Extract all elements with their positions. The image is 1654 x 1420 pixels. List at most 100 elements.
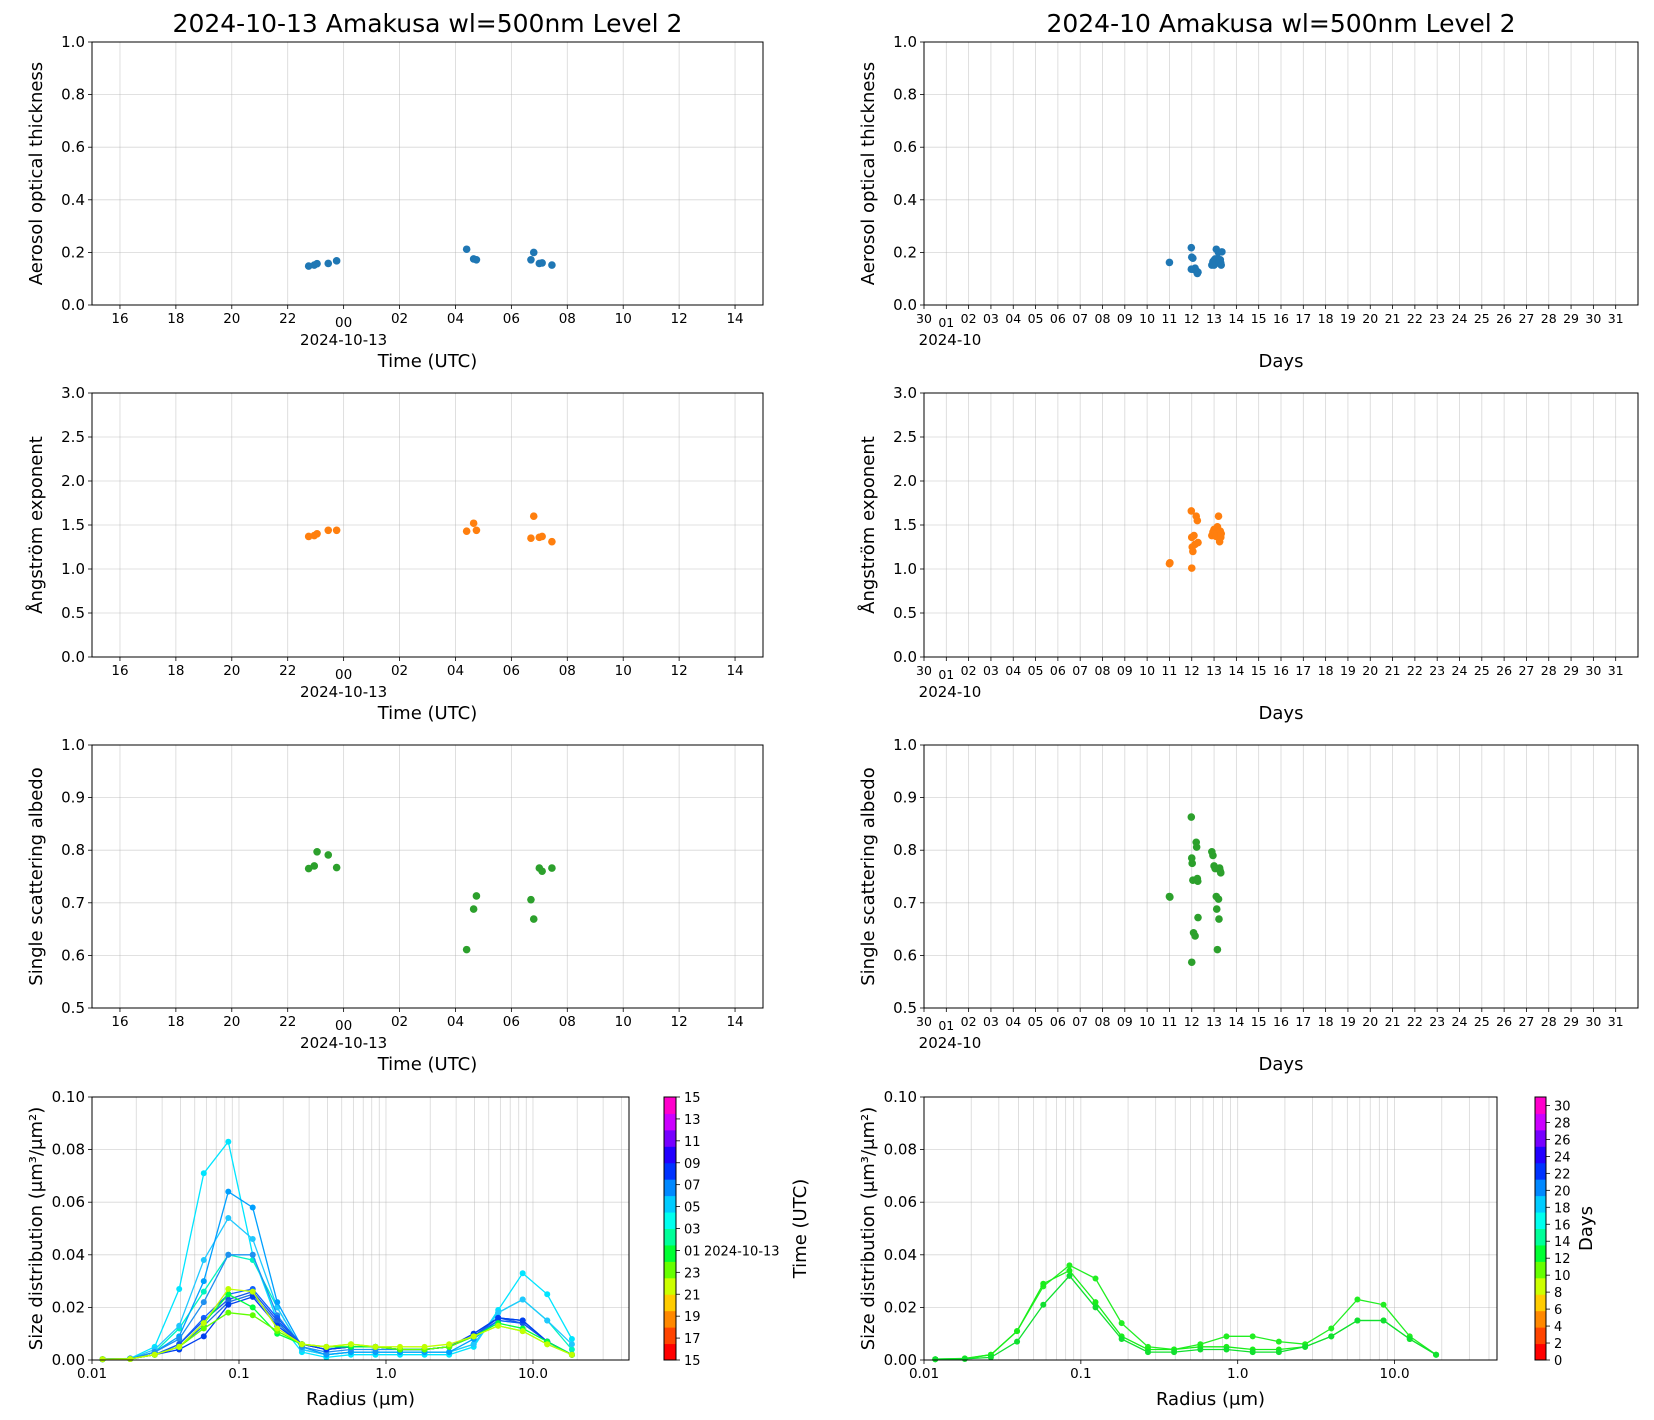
- x-tick-label: 04: [1005, 663, 1021, 678]
- y-tick-label: 0.4: [893, 191, 917, 209]
- series-point: [568, 1335, 575, 1342]
- x-tick-label: 11: [1161, 663, 1177, 678]
- data-point: [313, 259, 321, 268]
- x-tick-label: 10: [615, 663, 632, 679]
- data-point: [527, 895, 535, 904]
- axes-frame: [91, 1096, 630, 1361]
- colorbar-segment: [1535, 1277, 1546, 1295]
- x-tick-label: 01: [938, 1018, 954, 1033]
- colorbar-tick-label: 24: [1554, 1150, 1571, 1165]
- series-point: [519, 1270, 526, 1277]
- series-point: [1380, 1317, 1387, 1324]
- x-tick-label: 10: [615, 1014, 632, 1030]
- colorbar-label: Days: [1576, 1206, 1597, 1251]
- colorbar-segment: [664, 1212, 676, 1229]
- x-tick-label: 08: [559, 311, 576, 327]
- x-tick-label: 00: [335, 315, 352, 331]
- x-tick-label: 05: [1028, 663, 1044, 678]
- y-tick-label: 0.4: [61, 191, 85, 209]
- series-point: [961, 1355, 968, 1362]
- x-tick-label: 14: [726, 311, 743, 327]
- y-tick-label: 0.0: [61, 648, 85, 666]
- series-point: [568, 1346, 575, 1353]
- x-tick-label: 06: [1050, 663, 1066, 678]
- data-point: [1213, 945, 1222, 954]
- data-point: [1191, 932, 1199, 940]
- x-tick-label: 11: [1161, 1014, 1177, 1029]
- x-tick-label: 15: [1251, 311, 1267, 326]
- data-point: [529, 248, 538, 257]
- data-point: [469, 519, 478, 528]
- series-point: [1171, 1349, 1178, 1356]
- x-tick-label: 20: [1362, 1014, 1378, 1029]
- series-point: [200, 1257, 207, 1264]
- y-tick-label: 1.0: [61, 736, 85, 754]
- x-date-sublabel: 2024-10-13: [300, 683, 387, 701]
- y-axis-label: Single scattering albedo: [858, 767, 879, 985]
- y-tick-label: 0.8: [893, 86, 917, 104]
- colorbar-tick-label: 2: [1554, 1337, 1562, 1352]
- x-tick-label: 10.0: [518, 1366, 548, 1382]
- series-point: [225, 1285, 232, 1292]
- series-point: [397, 1343, 404, 1350]
- series-line: [102, 1216, 573, 1360]
- data-point: [529, 512, 538, 520]
- x-tick-label: 27: [1518, 1014, 1534, 1029]
- x-tick-label: 11: [1161, 311, 1177, 326]
- axes-frame: [923, 1096, 1498, 1361]
- colorbar-tick-label: 16: [1554, 1218, 1571, 1233]
- x-tick-label: 21: [1385, 1014, 1401, 1029]
- series-point: [495, 1309, 502, 1316]
- series-point: [249, 1251, 256, 1258]
- colorbar-tick-label: 03: [684, 1223, 701, 1238]
- series-point: [249, 1288, 256, 1295]
- x-tick-label: 22: [1407, 663, 1423, 678]
- x-axis-label: Days: [1259, 1054, 1304, 1075]
- y-tick-label: 1.5: [61, 516, 85, 534]
- y-tick-label: 0.6: [893, 138, 917, 156]
- x-axis-label: Radius (μm): [1156, 1389, 1265, 1410]
- x-tick-label: 17: [1295, 1014, 1311, 1029]
- data-point: [332, 257, 341, 265]
- y-tick-label: 0.6: [61, 138, 85, 156]
- x-tick-label: 23: [1429, 663, 1445, 678]
- series-point: [446, 1341, 453, 1348]
- x-tick-label: 30: [1585, 663, 1601, 678]
- data-point: [529, 915, 538, 923]
- data-point: [332, 526, 341, 535]
- colorbar-tick-label: 30: [1554, 1099, 1571, 1114]
- colorbar-tick-label: 17: [684, 1332, 701, 1347]
- data-point: [1217, 530, 1226, 538]
- data-point: [1192, 843, 1201, 851]
- series-point: [249, 1204, 256, 1211]
- y-axis-label: Ångström exponent: [25, 436, 47, 614]
- series-point: [225, 1138, 232, 1145]
- x-tick-label: 25: [1474, 1014, 1490, 1029]
- series-point: [1118, 1320, 1125, 1327]
- panel-daily_ssa: 16 18 20 22 00 02 04 06 08 10 12 14 0.5 0.6 0.7 0.8 0.9 1…: [26, 736, 764, 1075]
- data-point: [462, 245, 471, 254]
- y-tick-label: 1.0: [893, 736, 917, 754]
- x-tick-label: 02: [391, 311, 408, 327]
- data-point: [1188, 859, 1196, 868]
- x-tick-label: 20: [1362, 311, 1378, 326]
- series-line: [935, 1274, 1437, 1360]
- series-point: [519, 1328, 526, 1335]
- x-tick-label: 18: [167, 663, 184, 679]
- colorbar-segment: [664, 1162, 676, 1180]
- x-tick-label: 04: [447, 1014, 464, 1030]
- y-tick-label: 0.5: [893, 999, 917, 1017]
- x-tick-label: 14: [1228, 311, 1244, 326]
- series-point: [1354, 1296, 1361, 1303]
- x-tick-label: 04: [447, 663, 464, 679]
- series-point: [568, 1341, 575, 1348]
- panel-daily_aot: 16 18 20 22 00 02 04 06 08 10 12 14 0.0 0.2 0.4 0.6 0.8 1…: [26, 9, 764, 372]
- x-tick-label: 07: [1072, 311, 1088, 326]
- series-line: [102, 1140, 573, 1360]
- colorbar-frame: [1534, 1096, 1547, 1361]
- series-point: [249, 1236, 256, 1243]
- series-point: [1014, 1338, 1021, 1345]
- series-point: [544, 1341, 551, 1348]
- y-tick-label: 2.0: [61, 472, 85, 490]
